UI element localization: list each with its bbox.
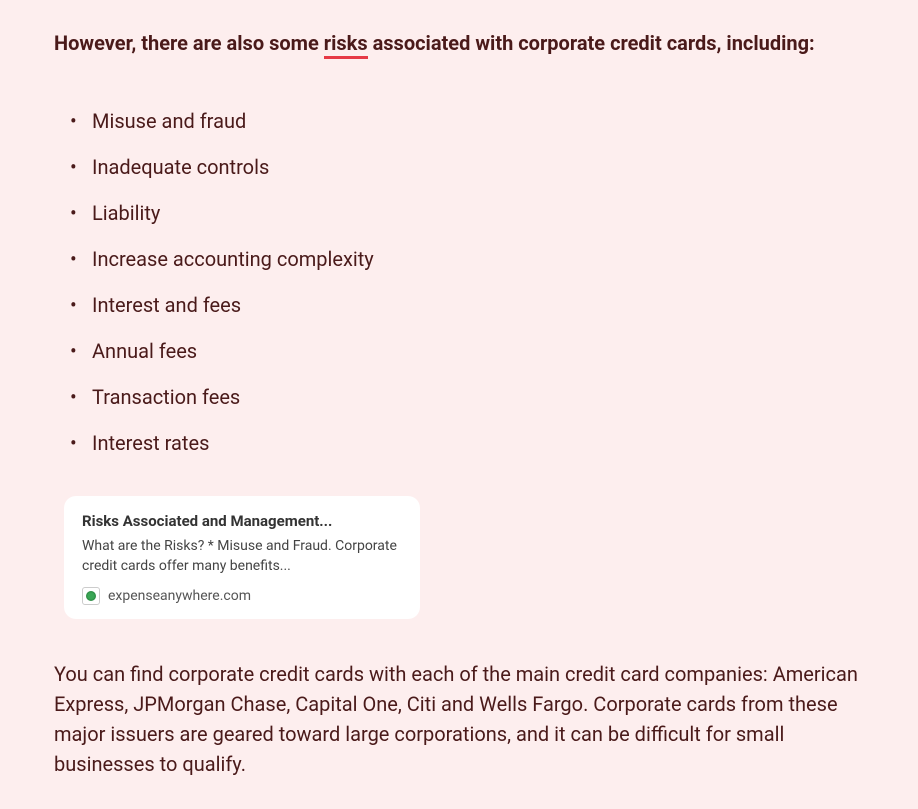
list-item: Interest rates	[70, 420, 864, 466]
section-heading: However, there are also some risks assoc…	[54, 28, 864, 58]
list-item: Increase accounting complexity	[70, 236, 864, 282]
list-item: Annual fees	[70, 328, 864, 374]
heading-prefix: However, there are also some	[54, 31, 324, 55]
source-domain: expenseanywhere.com	[108, 588, 251, 604]
source-card-title: Risks Associated and Management...	[82, 512, 402, 530]
source-card-footer: expenseanywhere.com	[82, 587, 402, 605]
source-card-description: What are the Risks? * Misuse and Fraud. …	[82, 536, 402, 577]
heading-underlined-word: risks	[324, 31, 368, 59]
list-item: Interest and fees	[70, 282, 864, 328]
list-item: Misuse and fraud	[70, 98, 864, 144]
list-item: Transaction fees	[70, 374, 864, 420]
list-item: Inadequate controls	[70, 144, 864, 190]
list-item: Liability	[70, 190, 864, 236]
source-card[interactable]: Risks Associated and Management... What …	[64, 496, 420, 619]
heading-suffix: associated with corporate credit cards, …	[368, 31, 815, 55]
risks-list: Misuse and fraud Inadequate controls Lia…	[54, 98, 864, 466]
globe-icon	[82, 587, 100, 605]
